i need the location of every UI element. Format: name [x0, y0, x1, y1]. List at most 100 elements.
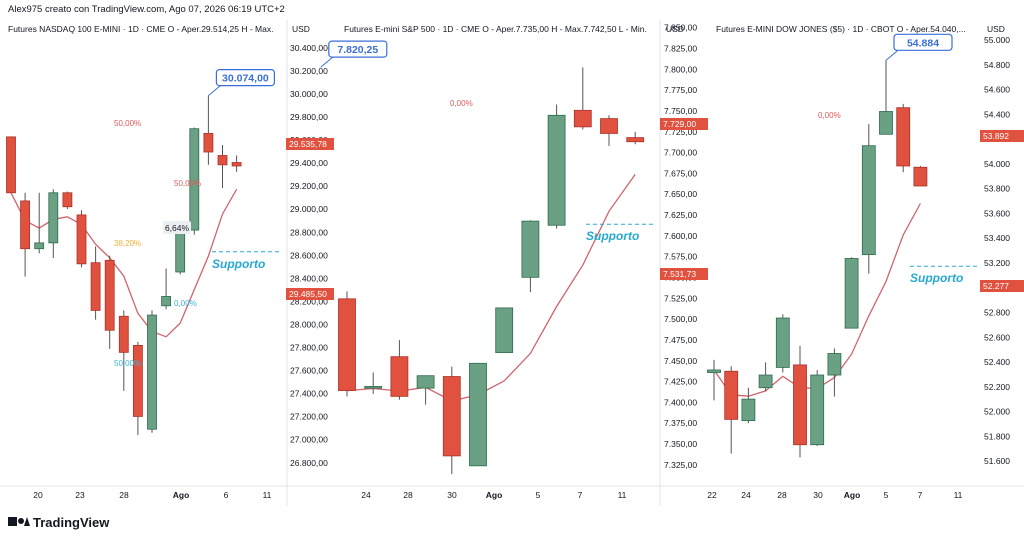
candle-body — [6, 136, 16, 194]
price-tag-box — [286, 138, 334, 150]
callout-leader — [320, 56, 334, 68]
y-tick-label: 27.600,00 — [290, 366, 328, 376]
y-tick-label: 27.200,00 — [290, 412, 328, 422]
y-tick-label: 7.650,00 — [664, 189, 697, 199]
price-tag-box — [980, 280, 1024, 292]
y-tick-label: 52.200 — [984, 382, 1010, 392]
x-tick-label: 24 — [361, 490, 371, 500]
y-tick-label: 29.400,00 — [290, 158, 328, 168]
candle-body — [495, 307, 514, 353]
candle-body — [775, 317, 790, 368]
x-tick-label: Ago — [844, 490, 861, 500]
y-tick-label: 7.375,00 — [664, 418, 697, 428]
price-tag-label: 53.892 — [983, 131, 1009, 141]
y-tick-label: 7.325,00 — [664, 460, 697, 470]
candle-body — [48, 192, 59, 244]
x-tick-label: 30 — [447, 490, 457, 500]
x-tick-label: 28 — [777, 490, 787, 500]
candle-body — [573, 109, 592, 128]
x-tick-label: 28 — [403, 490, 413, 500]
candle-body — [34, 242, 45, 250]
x-tick-label: 7 — [578, 490, 583, 500]
y-tick-label: 7.850,00 — [664, 23, 697, 33]
price-tag-label: 7.729,00 — [663, 119, 696, 129]
header-line: Alex975 creato con TradingView.com, Ago … — [8, 4, 285, 15]
high-callout-box — [328, 40, 388, 58]
x-tick-label: Ago — [486, 490, 503, 500]
y-tick-label: 53.200 — [984, 258, 1010, 268]
price-tag-label: 7.531,73 — [663, 269, 696, 279]
candle-body — [844, 258, 859, 329]
price-tag-label: 29.535,78 — [289, 139, 327, 149]
fib-level-label: 50,00% — [114, 119, 141, 128]
y-tick-label: 54.000 — [984, 159, 1010, 169]
y-tick-label: 52.600 — [984, 332, 1010, 342]
chart-panel-nasdaq: Futures NASDAQ 100 E-MINI · 1D · CME O -… — [6, 24, 334, 500]
y-tick-label: 28.000,00 — [290, 319, 328, 329]
candle-body — [547, 114, 566, 226]
candle-body — [442, 376, 461, 457]
candle-body — [90, 262, 101, 311]
y-tick-label: 7.575,00 — [664, 252, 697, 262]
logo-dot — [18, 518, 24, 524]
percent-badge-box — [163, 221, 191, 234]
y-tick-label: 30.000,00 — [290, 89, 328, 99]
price-tag-box — [980, 130, 1024, 142]
currency-label: USD — [666, 24, 684, 34]
price-tag-box — [286, 288, 334, 300]
fib-level-label: 50,00% — [114, 359, 141, 368]
candle-body — [104, 259, 115, 331]
candle-body — [189, 128, 200, 231]
candle-body — [793, 364, 807, 446]
y-tick-label: 27.000,00 — [290, 435, 328, 445]
y-tick-label: 26.800,00 — [290, 458, 328, 468]
y-tick-label: 28.800,00 — [290, 227, 328, 237]
high-callout-label: 54.884 — [907, 37, 939, 49]
price-tag-label: 52.277 — [983, 281, 1009, 291]
y-tick-label: 29.000,00 — [290, 204, 328, 214]
high-callout-box — [893, 33, 953, 51]
y-tick-label: 30.200,00 — [290, 66, 328, 76]
y-tick-label: 7.350,00 — [664, 439, 697, 449]
y-tick-label: 29.200,00 — [290, 181, 328, 191]
candle-body — [338, 298, 356, 391]
chart-title: Futures E-MINI DOW JONES ($5) · 1D · CBO… — [716, 24, 966, 34]
candle-body — [707, 369, 721, 373]
candle-body — [810, 374, 825, 446]
candle-body — [390, 356, 409, 397]
fib-level-label: 50,00% — [174, 179, 201, 188]
moving-average-line — [346, 174, 636, 402]
price-tag-box — [660, 118, 708, 130]
candle-body — [469, 362, 487, 467]
y-tick-label: 53.400 — [984, 233, 1010, 243]
y-tick-label: 7.400,00 — [664, 397, 697, 407]
y-tick-label: 54.600 — [984, 85, 1010, 95]
chart-panel-sp500: Futures E-mini S&P 500 · 1D · CME O - Ap… — [320, 23, 708, 500]
support-label: Supporto — [212, 257, 265, 271]
support-label: Supporto — [910, 271, 963, 285]
x-tick-label: 11 — [263, 490, 272, 500]
currency-label: USD — [987, 24, 1005, 34]
candle-body — [724, 370, 739, 420]
high-callout-label: 30.074,00 — [222, 73, 269, 85]
y-tick-label: 52.800 — [984, 308, 1010, 318]
moving-average-line — [713, 203, 921, 397]
y-tick-label: 28.600,00 — [290, 250, 328, 260]
y-tick-label: 51.800 — [984, 431, 1010, 441]
x-tick-label: 11 — [954, 490, 963, 500]
y-tick-label: 7.625,00 — [664, 210, 697, 220]
callout-leader — [208, 85, 221, 97]
y-tick-label: 7.425,00 — [664, 377, 697, 387]
y-tick-label: 7.525,00 — [664, 293, 697, 303]
x-tick-label: 23 — [75, 490, 85, 500]
y-tick-label: 7.725,00 — [664, 127, 697, 137]
chart-panel-dowjones: Futures E-MINI DOW JONES ($5) · 1D · CBO… — [707, 24, 1024, 500]
y-tick-label: 52.000 — [984, 407, 1010, 417]
candle-body — [118, 315, 129, 353]
x-tick-label: 6 — [224, 490, 229, 500]
x-tick-label: Ago — [173, 490, 190, 500]
y-tick-label: 30.400,00 — [290, 43, 328, 53]
fib-level-label: 0,00% — [174, 299, 197, 308]
x-tick-label: 28 — [119, 490, 129, 500]
